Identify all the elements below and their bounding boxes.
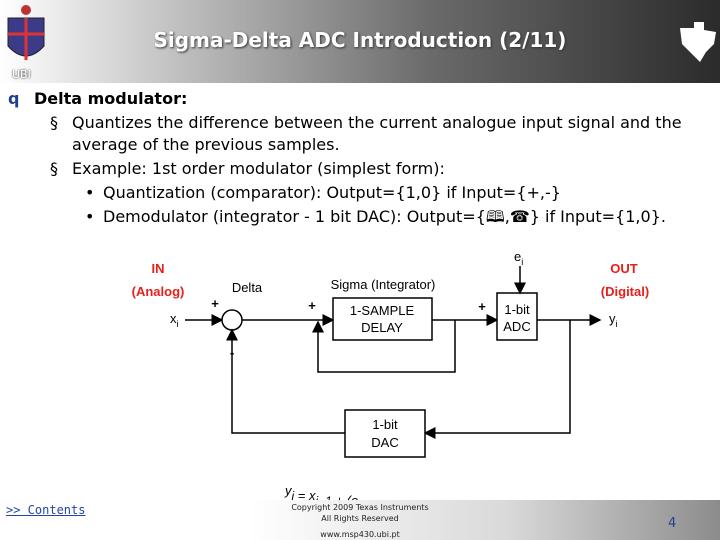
formula-part: y (284, 483, 293, 498)
copyright: All Rights Reserved (321, 514, 399, 523)
formula-subscript: i (292, 489, 295, 503)
input-signal-subscript: i (177, 319, 179, 329)
bullet-text: Demodulator (integrator - 1 bit DAC): Ou… (103, 207, 666, 226)
contents-link[interactable]: >> Contents (6, 503, 86, 517)
logo-text: UBI (12, 68, 31, 81)
bullet-item: § Quantizes the difference between the cu… (50, 112, 692, 156)
bullet-marker: • (85, 183, 95, 202)
copyright: Copyright 2009 Texas Instruments (291, 503, 429, 512)
input-label: (Analog) (132, 284, 185, 299)
ti-logo (680, 22, 716, 62)
box-label: 1-SAMPLE (350, 303, 415, 318)
bullet-text: Example: 1st order modulator (simplest f… (72, 159, 445, 178)
output-label: (Digital) (601, 284, 649, 299)
formula-part: = (294, 488, 309, 503)
bullet-marker: q (8, 89, 20, 108)
box-label: 1-bit (372, 417, 398, 432)
bullet-marker: § (50, 113, 58, 132)
bullet-item: • Demodulator (integrator - 1 bit DAC): O… (85, 206, 703, 228)
bullet-text: Quantizes the difference between the cur… (72, 113, 682, 154)
output-label: OUT (610, 261, 638, 276)
bullet-item: q Delta modulator: (8, 88, 694, 110)
input-label: IN (152, 261, 165, 276)
sign: + (211, 296, 219, 311)
box-label: ADC (503, 319, 530, 334)
footer-bar (250, 500, 720, 540)
crest-logo (7, 5, 45, 60)
input-signal-base: x (170, 311, 177, 326)
box-label: DELAY (361, 320, 403, 335)
output-signal-subscript: i (616, 319, 618, 329)
sign: - (230, 345, 234, 360)
input-signal: xi (170, 311, 179, 329)
output-signal-base: y (609, 311, 616, 326)
delta-label: Delta (232, 280, 263, 295)
formula-part: x (308, 488, 316, 503)
page-number: 4 (668, 516, 677, 531)
bullet-marker: • (85, 207, 95, 226)
diagram-lines (185, 266, 602, 458)
error-signal-base: e (514, 249, 521, 264)
bullet-item: • Quantization (comparator): Output={1,0}… (85, 182, 703, 204)
error-signal-subscript: i (521, 257, 523, 267)
sign: + (308, 298, 316, 313)
error-signal: ei (514, 249, 523, 267)
bullet-marker: § (50, 159, 58, 178)
header: Sigma-Delta ADC Introduction (2/11) UBI (0, 0, 720, 83)
header-graphics (7, 5, 716, 62)
sign: + (478, 299, 486, 314)
sigma-label: Sigma (Integrator) (331, 277, 436, 292)
bullet-text: Quantization (comparator): Output={1,0} … (103, 183, 561, 202)
box-label: DAC (371, 435, 398, 450)
website: www.msp430.ubi.pt (320, 530, 400, 539)
bullet-item: § Example: 1st order modulator (simplest … (50, 158, 692, 180)
slide-title: Sigma-Delta ADC Introduction (2/11) (153, 28, 567, 52)
output-signal: yi (609, 311, 618, 329)
box-label: 1-bit (504, 302, 530, 317)
bullet-text: Delta modulator: (34, 89, 188, 108)
